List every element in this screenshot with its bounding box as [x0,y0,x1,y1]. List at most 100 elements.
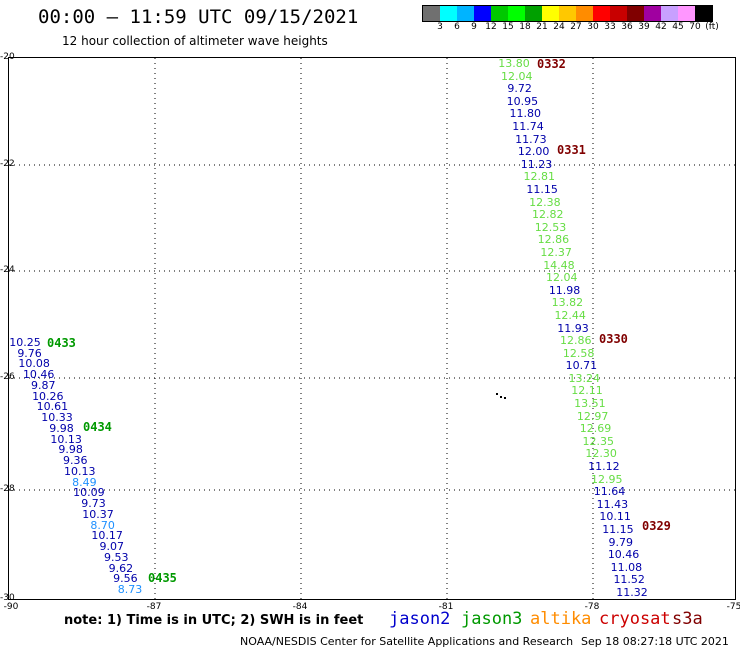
wave-height-value: 12.95 [590,472,623,486]
color-scale-swatch [423,6,440,21]
color-scale-label: 36 [621,22,633,32]
color-scale-swatch [593,6,610,21]
color-scale-label: 42 [655,22,667,32]
color-scale-label: 33 [604,22,616,32]
wave-height-value: 10.33 [41,411,73,425]
wave-height-value: 11.98 [548,283,581,297]
color-scale-label: 18 [519,22,531,32]
wave-height-value: 11.64 [593,485,626,499]
wave-height-value: 9.72 [507,82,532,96]
latitude-tick-label: -22 [0,159,15,169]
wave-height-value: 9.36 [62,454,88,468]
wave-height-value: 10.17 [91,529,123,543]
longitude-tick-label: -87 [146,602,162,612]
longitude-tick-label: -75 [726,602,740,612]
color-scale-label: (ft) [705,22,719,32]
color-scale-swatch [491,6,508,21]
satellite-jason2: jason2 [389,609,451,629]
wave-height-value: 9.98 [58,443,83,457]
map-plot-area [8,57,736,600]
wave-height-value: 10.61 [36,400,69,414]
wave-height-value: 8.49 [72,475,97,489]
wave-height-value: 11.43 [596,497,629,511]
wave-height-value: 12.37 [540,245,572,259]
color-scale-swatch [661,6,678,21]
wave-height-value: 11.32 [616,586,648,599]
color-scale-label: 3 [437,22,443,32]
wave-height-value: 11.23 [520,157,553,171]
color-scale-swatch [440,6,457,21]
wave-height-value: 11.93 [557,321,589,335]
pass-time-label: 0435 [148,571,177,585]
color-scale-swatch [576,6,593,21]
color-scale-swatch [627,6,644,21]
pass-time-label: 0434 [83,420,112,434]
wave-height-value: 9.07 [99,540,124,554]
wave-height-value: 12.82 [531,208,564,222]
wave-height-value: 12.11 [571,384,603,398]
footer-note: note: 1) Time is in UTC; 2) SWH is in fe… [64,613,364,628]
wave-height-value: 12.69 [579,422,612,436]
wave-height-value: 12.04 [546,271,578,285]
color-scale-swatch [542,6,559,21]
longitude-tick-label: -90 [3,602,19,612]
wave-height-value: 13.82 [551,296,584,310]
wave-height-value: 13.80 [498,57,530,70]
wave-height-value: 10.25 [9,336,41,349]
wave-height-value: 10.46 [22,368,55,382]
wave-height-value: 12.86 [537,233,570,247]
longitude-tick-label: -84 [292,602,308,612]
color-scale-label: 15 [502,22,514,32]
color-scale-swatch [525,6,542,21]
wave-height-color-scale [422,5,713,22]
wave-height-value: 14.48 [543,258,575,272]
wave-height-value: 12.38 [529,195,561,209]
wave-height-value: 11.73 [515,132,547,146]
wave-height-value: 12.97 [576,409,609,423]
wave-height-value: 10.71 [565,359,598,373]
map-title: 00:00 – 11:59 UTC 09/15/2021 [38,6,359,28]
wave-height-value: 12.58 [562,346,595,360]
color-scale-swatch [508,6,525,21]
wave-height-value: 12.44 [554,308,586,322]
wave-height-value: 9.73 [81,497,106,511]
satellite-s3a: s3a [672,609,703,629]
color-scale-swatch [610,6,627,21]
wave-height-value: 12.86 [560,334,592,348]
color-scale-label: 70 [689,22,701,32]
island-marker [500,396,502,398]
color-scale-swatch [474,6,491,21]
wave-height-value: 13.51 [574,397,606,411]
color-scale-label: 39 [638,22,650,32]
wave-height-value: 13.24 [568,371,600,385]
color-scale-swatch [559,6,576,21]
wave-height-value: 11.52 [613,573,645,587]
color-scale-label: 6 [454,22,460,32]
color-scale-swatch [457,6,474,21]
color-scale-label: 21 [536,22,548,32]
wave-height-value: 12.30 [585,447,617,461]
wave-height-value: 11.74 [512,119,544,133]
latitude-tick-label: -24 [0,265,15,275]
wave-height-value: 10.37 [82,507,114,521]
island-marker [504,397,506,399]
wave-height-value: 10.95 [506,94,539,108]
color-scale-label: 9 [471,22,477,32]
wave-height-value: 11.80 [509,107,541,121]
graticule [9,58,735,599]
wave-height-value: 9.98 [49,421,74,435]
color-scale-label: 30 [587,22,599,32]
credit-line: NOAA/NESDIS Center for Satellite Applica… [240,635,574,648]
wave-height-value: 8.73 [117,583,143,596]
color-scale-label: 12 [485,22,497,32]
pass-time-label: 0433 [47,336,76,350]
wave-height-value: 10.46 [607,548,640,562]
color-scale-label: 45 [672,22,684,32]
wave-height-value: 12.35 [582,434,615,448]
color-scale-label: 27 [570,22,582,32]
wave-height-value: 10.13 [50,432,82,446]
wave-height-value: 12.81 [523,170,556,184]
wave-height-value: 12.53 [534,220,567,234]
latitude-tick-label: -20 [0,52,15,62]
wave-height-value: 10.09 [73,486,105,500]
